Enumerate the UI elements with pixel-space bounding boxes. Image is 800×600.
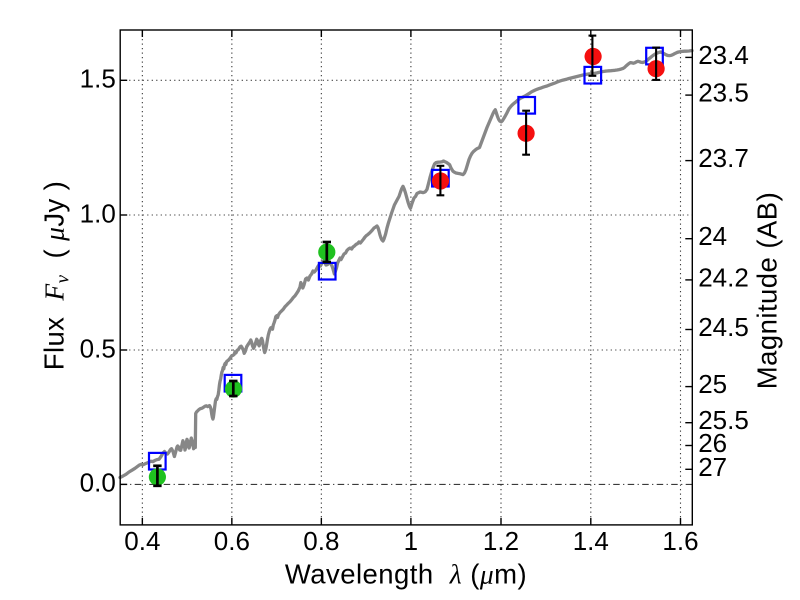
svg-text:24: 24 bbox=[698, 221, 727, 251]
svg-text:24.5: 24.5 bbox=[698, 312, 749, 342]
svg-text:0.0: 0.0 bbox=[80, 468, 116, 498]
svg-text:Wavelength λ (μm): Wavelength λ (μm) bbox=[285, 559, 527, 590]
svg-text:0.4: 0.4 bbox=[124, 526, 160, 556]
svg-text:23.4: 23.4 bbox=[698, 40, 749, 70]
svg-text:0.5: 0.5 bbox=[80, 333, 116, 363]
svg-text:1.4: 1.4 bbox=[573, 526, 609, 556]
svg-text:27: 27 bbox=[698, 452, 727, 482]
svg-text:1: 1 bbox=[404, 526, 418, 556]
svg-text:24.2: 24.2 bbox=[698, 262, 749, 292]
svg-text:23.5: 23.5 bbox=[698, 78, 749, 108]
svg-text:23.7: 23.7 bbox=[698, 143, 749, 173]
svg-text:1.5: 1.5 bbox=[80, 64, 116, 94]
svg-text:0.8: 0.8 bbox=[303, 526, 339, 556]
svg-text:26: 26 bbox=[698, 428, 727, 458]
svg-text:1.6: 1.6 bbox=[662, 526, 698, 556]
svg-text:Magnitude (AB): Magnitude (AB) bbox=[752, 192, 783, 389]
svg-text:1.2: 1.2 bbox=[483, 526, 519, 556]
svg-text:25.5: 25.5 bbox=[698, 405, 749, 435]
svg-text:Flux Fν ( μJy ): Flux Fν ( μJy ) bbox=[39, 181, 74, 371]
svg-text:25: 25 bbox=[698, 369, 727, 399]
svg-text:1.0: 1.0 bbox=[80, 198, 116, 228]
svg-text:0.6: 0.6 bbox=[214, 526, 250, 556]
